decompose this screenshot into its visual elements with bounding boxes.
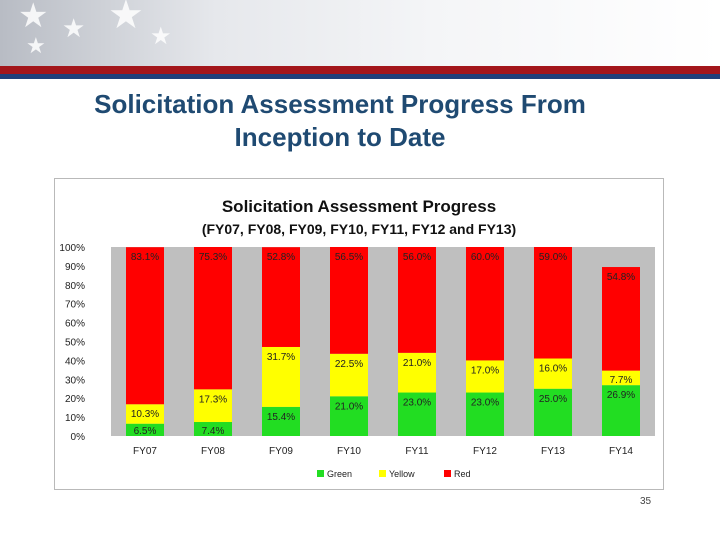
flag-banner: ★ ★ ★ ★ ★ <box>0 0 720 66</box>
star-icon: ★ <box>62 14 86 44</box>
data-label-yellow-fy09: 31.7% <box>267 352 295 363</box>
data-label-green-fy14: 26.9% <box>607 390 635 401</box>
data-label-red-fy13: 59.0% <box>539 252 567 263</box>
bar-red-fy08 <box>194 247 232 390</box>
data-label-green-fy13: 25.0% <box>539 394 567 405</box>
slide-title-line1: Solicitation Assessment Progress From <box>94 89 586 119</box>
data-label-yellow-fy11: 21.0% <box>403 358 431 369</box>
data-label-red-fy10: 56.5% <box>335 252 363 263</box>
banner-blue-stripe <box>0 74 720 79</box>
stacked-bar-chart: 0% 10% 20% 30% 40% 50% 60% 70% 80% 90% 100% 6.5% 10.… <box>59 243 655 479</box>
bar-yellow-fy11 <box>398 352 436 393</box>
legend-swatch-red <box>444 470 451 477</box>
bar-red-fy13 <box>534 247 572 359</box>
legend-label-green: Green <box>327 469 352 479</box>
bar-red-fy11 <box>398 247 436 353</box>
chart-subtitle: (FY07, FY08, FY09, FY10, FY11, FY12 and … <box>201 221 517 237</box>
data-label-yellow-fy08: 17.3% <box>199 394 227 405</box>
y-tick-label: 0% <box>71 432 86 443</box>
chart-title: Solicitation Assessment Progress <box>221 197 497 216</box>
data-label-red-fy09: 52.8% <box>267 252 295 263</box>
bar-yellow-fy14 <box>602 370 640 386</box>
page-number: 35 <box>640 496 652 507</box>
legend-swatch-yellow <box>379 470 386 477</box>
x-tick-label: FY11 <box>405 446 429 457</box>
y-tick-label: 80% <box>65 281 85 292</box>
bar-green-fy09 <box>262 406 300 436</box>
bar-red-fy14 <box>602 267 640 371</box>
y-tick-label: 60% <box>65 319 85 330</box>
y-tick-label: 70% <box>65 300 85 311</box>
y-tick-label: 20% <box>65 394 85 405</box>
data-label-green-fy08: 7.4% <box>202 426 225 437</box>
star-icon: ★ <box>18 0 49 36</box>
data-label-green-fy12: 23.0% <box>471 398 499 409</box>
bar-yellow-fy09 <box>262 346 300 407</box>
bar-green-fy13 <box>534 388 572 436</box>
y-tick-label: 40% <box>65 356 85 367</box>
bar-red-fy07 <box>126 247 164 405</box>
star-icon: ★ <box>108 0 144 38</box>
data-label-green-fy09: 15.4% <box>267 412 295 423</box>
data-label-red-fy14: 54.8% <box>607 272 635 283</box>
data-label-green-fy07: 6.5% <box>134 426 157 437</box>
y-tick-label: 10% <box>65 413 85 424</box>
data-label-yellow-fy12: 17.0% <box>471 365 499 376</box>
legend-swatch-green <box>317 470 324 477</box>
data-label-yellow-fy10: 22.5% <box>335 359 363 370</box>
x-tick-label: FY09 <box>269 446 293 457</box>
star-icon: ★ <box>26 34 46 59</box>
data-label-red-fy12: 60.0% <box>471 252 499 263</box>
bar-green-fy08 <box>194 422 232 436</box>
data-label-green-fy10: 21.0% <box>335 401 363 412</box>
x-tick-label: FY10 <box>337 446 361 457</box>
bar-yellow-fy13 <box>534 358 572 389</box>
y-tick-label: 90% <box>65 262 85 273</box>
data-label-red-fy07: 83.1% <box>131 252 159 263</box>
data-label-green-fy11: 23.0% <box>403 398 431 409</box>
bar-red-fy12 <box>466 247 504 361</box>
y-tick-label: 50% <box>65 338 85 349</box>
slide-title-line2: Inception to Date <box>234 122 446 152</box>
bar-green-fy10 <box>330 396 368 436</box>
bar-red-fy10 <box>330 247 368 354</box>
star-icon: ★ <box>150 22 172 50</box>
slide-title: Solicitation Assessment Progress From In… <box>30 88 650 154</box>
y-tick-label: 100% <box>59 243 85 254</box>
bar-red-fy09 <box>262 247 300 347</box>
banner-red-stripe <box>0 66 720 74</box>
y-tick-label: 30% <box>65 375 85 386</box>
data-label-yellow-fy07: 10.3% <box>131 409 159 420</box>
chart-frame: Solicitation Assessment Progress (FY07, … <box>54 178 664 490</box>
legend-label-red: Red <box>454 469 471 479</box>
data-label-yellow-fy13: 16.0% <box>539 364 567 375</box>
legend-label-yellow: Yellow <box>389 469 415 479</box>
data-label-red-fy11: 56.0% <box>403 252 431 263</box>
bar-green-fy07 <box>126 423 164 436</box>
x-tick-label: FY14 <box>609 446 633 457</box>
bar-yellow-fy10 <box>330 353 368 397</box>
bar-green-fy11 <box>398 392 436 436</box>
bar-green-fy14 <box>602 385 640 436</box>
x-tick-label: FY12 <box>473 446 497 457</box>
bar-yellow-fy08 <box>194 389 232 423</box>
bar-yellow-fy07 <box>126 404 164 424</box>
x-tick-label: FY07 <box>133 446 157 457</box>
bar-green-fy12 <box>466 392 504 436</box>
x-tick-label: FY13 <box>541 446 565 457</box>
x-tick-label: FY08 <box>201 446 225 457</box>
data-label-red-fy08: 75.3% <box>199 252 227 263</box>
bar-yellow-fy12 <box>466 360 504 393</box>
plot-area <box>111 247 655 436</box>
data-label-yellow-fy14: 7.7% <box>610 375 633 386</box>
